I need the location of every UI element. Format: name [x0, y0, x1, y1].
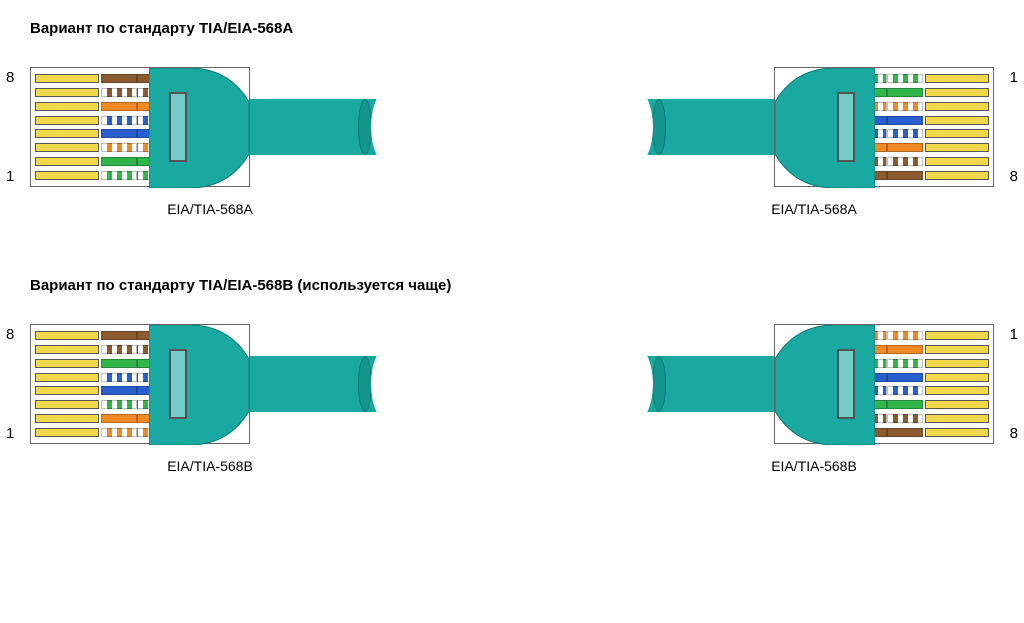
pin [925, 331, 989, 340]
pin [35, 386, 99, 395]
connector-left-b: 8 1 EIA/TIA-568B [30, 324, 390, 474]
pin [925, 116, 989, 125]
cable-stub [634, 356, 774, 412]
boot-icon [775, 68, 875, 188]
pin [35, 129, 99, 138]
pin-label-top: 8 [6, 69, 14, 86]
rj45-plug [774, 67, 994, 187]
variant-b-row: 8 1 EIA/TIA-568B 1 8 [30, 324, 994, 474]
pin [35, 74, 99, 83]
plug-pins [925, 331, 989, 437]
cable-cut-icon [358, 356, 372, 412]
cable-cut-icon [358, 99, 372, 155]
strain-relief [837, 92, 855, 162]
pin [925, 428, 989, 437]
pin-label-bot: 8 [1010, 425, 1018, 442]
connector-caption: EIA/TIA-568A [771, 201, 857, 217]
pin [925, 88, 989, 97]
pin [925, 414, 989, 423]
pin [35, 157, 99, 166]
connector-unit: 8 1 [30, 324, 390, 444]
boot-icon [149, 325, 249, 445]
cable-cut-icon [652, 99, 666, 155]
pin [925, 157, 989, 166]
pin [925, 373, 989, 382]
pin [35, 428, 99, 437]
pin-label-bot: 8 [1010, 168, 1018, 185]
variant-568a: Вариант по стандарту TIA/EIA-568A 8 1 EI… [30, 20, 994, 217]
pin-label-top: 1 [1010, 69, 1018, 86]
pin [925, 400, 989, 409]
connector-unit: 8 1 [30, 67, 390, 187]
pin [35, 88, 99, 97]
cable-stub [634, 99, 774, 155]
pin [35, 359, 99, 368]
strain-relief [169, 92, 187, 162]
pin [925, 129, 989, 138]
pin-label-bot: 1 [6, 425, 14, 442]
pin [35, 400, 99, 409]
plug-pins [35, 331, 99, 437]
connector-caption: EIA/TIA-568B [167, 458, 253, 474]
cable-stub [250, 99, 390, 155]
boot-icon [149, 68, 249, 188]
pin [35, 171, 99, 180]
variant-a-row: 8 1 EIA/TIA-568A 1 8 [30, 67, 994, 217]
pin-label-top: 8 [6, 326, 14, 343]
connector-unit: 1 8 [634, 324, 994, 444]
strain-relief [837, 349, 855, 419]
plug-pins [925, 74, 989, 180]
rj45-plug [30, 324, 250, 444]
rj45-plug [30, 67, 250, 187]
pin [925, 102, 989, 111]
pin [35, 373, 99, 382]
pin [925, 386, 989, 395]
connector-right-b: 1 8 EIA/TIA-568B [634, 324, 994, 474]
connector-left-a: 8 1 EIA/TIA-568A [30, 67, 390, 217]
pin [35, 331, 99, 340]
variant-b-title: Вариант по стандарту TIA/EIA-568B (испол… [30, 277, 994, 294]
boot-icon [775, 325, 875, 445]
pin [35, 414, 99, 423]
plug-pins [35, 74, 99, 180]
pin-label-top: 1 [1010, 326, 1018, 343]
pin [925, 74, 989, 83]
variant-568b: Вариант по стандарту TIA/EIA-568B (испол… [30, 277, 994, 474]
pin [925, 359, 989, 368]
pin [925, 143, 989, 152]
connector-unit: 1 8 [634, 67, 994, 187]
pin [925, 171, 989, 180]
pin [35, 102, 99, 111]
variant-a-title: Вариант по стандарту TIA/EIA-568A [30, 20, 994, 37]
pin [35, 143, 99, 152]
rj45-plug [774, 324, 994, 444]
pin-label-bot: 1 [6, 168, 14, 185]
pin [35, 345, 99, 354]
pin [35, 116, 99, 125]
connector-caption: EIA/TIA-568A [167, 201, 253, 217]
strain-relief [169, 349, 187, 419]
cable-stub [250, 356, 390, 412]
pin [925, 345, 989, 354]
connector-caption: EIA/TIA-568B [771, 458, 857, 474]
cable-cut-icon [652, 356, 666, 412]
connector-right-a: 1 8 EIA/TIA-568A [634, 67, 994, 217]
